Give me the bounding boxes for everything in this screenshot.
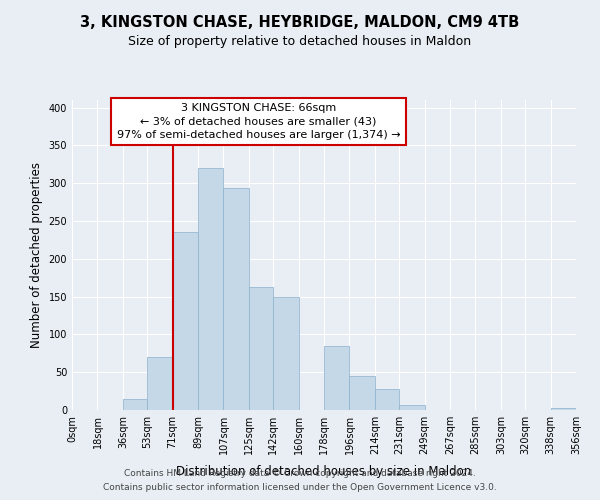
Text: Size of property relative to detached houses in Maldon: Size of property relative to detached ho… — [128, 35, 472, 48]
Bar — [324, 346, 349, 410]
X-axis label: Distribution of detached houses by size in Maldon: Distribution of detached houses by size … — [176, 466, 472, 478]
Text: Contains HM Land Registry data © Crown copyright and database right 2024.: Contains HM Land Registry data © Crown c… — [124, 468, 476, 477]
Bar — [249, 287, 273, 410]
Bar — [273, 296, 299, 410]
Bar — [551, 408, 576, 410]
Bar — [349, 376, 375, 410]
Bar — [147, 357, 173, 410]
Bar — [198, 168, 223, 410]
Bar — [223, 188, 249, 410]
Text: Contains public sector information licensed under the Open Government Licence v3: Contains public sector information licen… — [103, 484, 497, 492]
Text: 3 KINGSTON CHASE: 66sqm
← 3% of detached houses are smaller (43)
97% of semi-det: 3 KINGSTON CHASE: 66sqm ← 3% of detached… — [116, 103, 400, 140]
Bar — [173, 232, 198, 410]
Bar — [123, 398, 147, 410]
Y-axis label: Number of detached properties: Number of detached properties — [30, 162, 43, 348]
Text: 3, KINGSTON CHASE, HEYBRIDGE, MALDON, CM9 4TB: 3, KINGSTON CHASE, HEYBRIDGE, MALDON, CM… — [80, 15, 520, 30]
Bar — [399, 406, 425, 410]
Bar — [375, 389, 399, 410]
